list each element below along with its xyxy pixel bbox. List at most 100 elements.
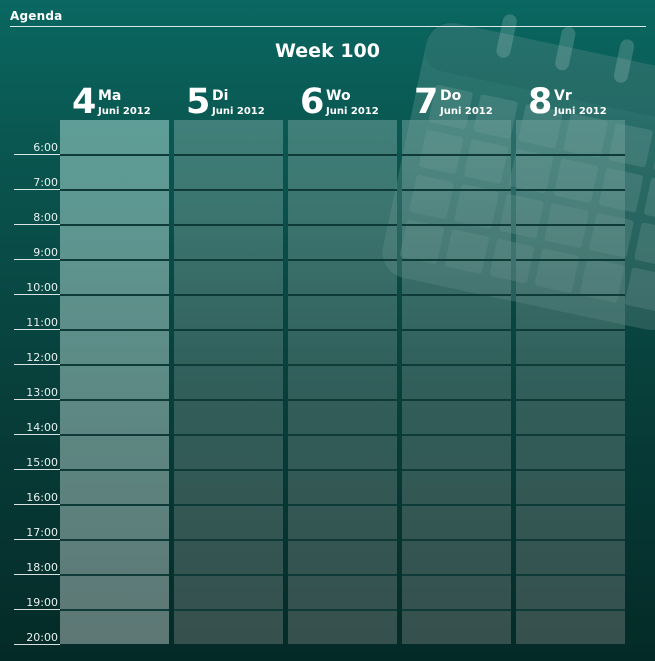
time-slot-divider: [288, 609, 397, 611]
day-date: Juni 2012: [554, 106, 607, 117]
time-slot-divider: [288, 154, 397, 156]
time-slot-divider: [60, 469, 169, 471]
time-slot-divider: [60, 504, 169, 506]
time-label: 11:00: [14, 316, 60, 330]
day-name: Do: [440, 88, 462, 104]
time-slot-divider: [516, 399, 625, 401]
time-slot-divider: [402, 259, 511, 261]
time-slot-divider: [402, 189, 511, 191]
time-slot-divider: [288, 469, 397, 471]
time-slot-divider: [60, 224, 169, 226]
time-slot-divider: [402, 434, 511, 436]
time-slot-divider: [174, 434, 283, 436]
time-slot-divider: [516, 364, 625, 366]
time-label: 9:00: [14, 246, 60, 260]
time-slot-divider: [174, 259, 283, 261]
time-slot-divider: [288, 259, 397, 261]
day-date: Juni 2012: [326, 106, 379, 117]
time-slot-divider: [288, 329, 397, 331]
week-title: Week 100: [275, 40, 380, 62]
time-slot-divider: [288, 399, 397, 401]
day-name: Wo: [326, 88, 351, 104]
time-slot-divider: [174, 294, 283, 296]
day-column[interactable]: [516, 120, 625, 644]
day-header: 6 Wo Juni 2012: [288, 84, 397, 120]
day-column[interactable]: [60, 120, 169, 644]
time-slot-divider: [516, 189, 625, 191]
day-name: Vr: [554, 88, 572, 104]
time-slot-divider: [402, 329, 511, 331]
day-column[interactable]: [288, 120, 397, 644]
time-label: 6:00: [14, 141, 60, 155]
time-slot-divider: [60, 294, 169, 296]
day-number: 4: [72, 82, 97, 122]
time-slot-divider: [402, 399, 511, 401]
time-slot-divider: [516, 329, 625, 331]
time-slot-divider: [60, 574, 169, 576]
time-slot-divider: [288, 189, 397, 191]
time-slot-divider: [60, 189, 169, 191]
time-slot-divider: [174, 609, 283, 611]
time-label: 17:00: [14, 526, 60, 540]
day-name: Di: [212, 88, 229, 104]
time-slot-divider: [60, 364, 169, 366]
day-column[interactable]: [402, 120, 511, 644]
time-slot-divider: [402, 364, 511, 366]
time-slot-divider: [516, 434, 625, 436]
time-slot-divider: [174, 504, 283, 506]
time-slot-divider: [516, 539, 625, 541]
time-slot-divider: [60, 399, 169, 401]
day-number: 6: [300, 82, 325, 122]
day-name: Ma: [98, 88, 122, 104]
day-header: 4 Ma Juni 2012: [60, 84, 169, 120]
time-label: 19:00: [14, 596, 60, 610]
time-label: 20:00: [14, 631, 60, 645]
time-label: 12:00: [14, 351, 60, 365]
day-number: 7: [414, 82, 439, 122]
time-slot-divider: [402, 574, 511, 576]
time-slot-divider: [174, 399, 283, 401]
app-header: Agenda: [10, 8, 646, 27]
time-slot-divider: [288, 539, 397, 541]
time-slot-divider: [516, 154, 625, 156]
time-slot-divider: [174, 364, 283, 366]
day-header: 5 Di Juni 2012: [174, 84, 283, 120]
day-column[interactable]: [174, 120, 283, 644]
time-label: 7:00: [14, 176, 60, 190]
time-slot-divider: [174, 329, 283, 331]
day-number: 8: [528, 82, 553, 122]
time-slot-divider: [402, 504, 511, 506]
time-label: 18:00: [14, 561, 60, 575]
time-slot-divider: [516, 294, 625, 296]
app-title: Agenda: [10, 9, 63, 23]
time-slot-divider: [288, 224, 397, 226]
time-slot-divider: [60, 259, 169, 261]
time-slot-divider: [60, 609, 169, 611]
time-slot-divider: [516, 469, 625, 471]
time-slot-divider: [402, 469, 511, 471]
day-header: 8 Vr Juni 2012: [516, 84, 625, 120]
time-slot-divider: [516, 224, 625, 226]
day-date: Juni 2012: [212, 106, 265, 117]
time-label: 16:00: [14, 491, 60, 505]
day-number: 5: [186, 82, 211, 122]
time-slot-divider: [174, 574, 283, 576]
time-slot-divider: [174, 189, 283, 191]
time-slot-divider: [516, 609, 625, 611]
time-label: 10:00: [14, 281, 60, 295]
time-slot-divider: [60, 329, 169, 331]
time-slot-divider: [174, 469, 283, 471]
time-label: 13:00: [14, 386, 60, 400]
time-label: 15:00: [14, 456, 60, 470]
time-slot-divider: [516, 504, 625, 506]
time-slot-divider: [288, 364, 397, 366]
time-slot-divider: [516, 259, 625, 261]
time-slot-divider: [288, 574, 397, 576]
time-slot-divider: [174, 224, 283, 226]
day-date: Juni 2012: [440, 106, 493, 117]
time-slot-divider: [174, 154, 283, 156]
time-slot-divider: [402, 294, 511, 296]
time-label: 8:00: [14, 211, 60, 225]
time-slot-divider: [402, 224, 511, 226]
time-slot-divider: [60, 434, 169, 436]
